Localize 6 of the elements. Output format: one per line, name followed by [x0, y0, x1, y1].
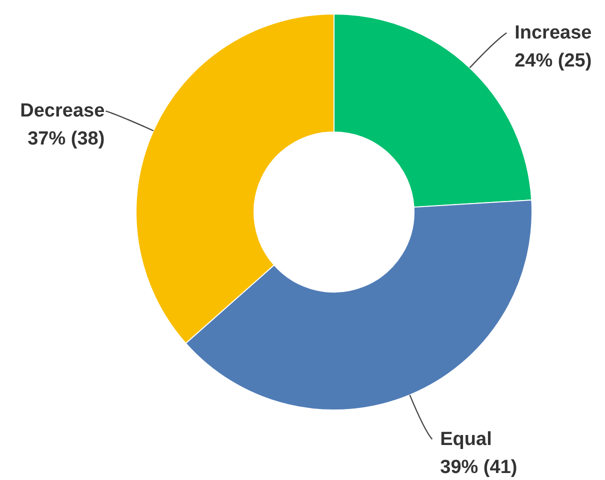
data-label: 37% (38)	[28, 128, 105, 150]
data-label: 24% (25)	[514, 50, 592, 72]
slice-label: Increase	[514, 22, 592, 44]
slice-label: Decrease	[20, 100, 105, 122]
data-label: 39% (41)	[440, 456, 518, 478]
slice-label: Equal	[440, 428, 492, 450]
